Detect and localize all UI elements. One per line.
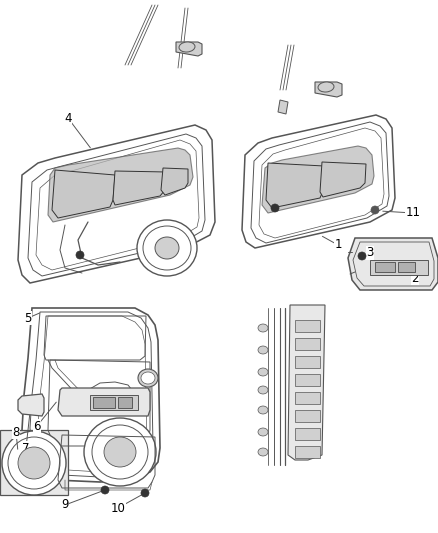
Polygon shape: [18, 125, 215, 283]
Ellipse shape: [258, 428, 268, 436]
Polygon shape: [18, 394, 44, 416]
Polygon shape: [295, 428, 320, 440]
Polygon shape: [0, 430, 68, 495]
Ellipse shape: [84, 418, 156, 486]
Ellipse shape: [318, 82, 334, 92]
Ellipse shape: [76, 251, 84, 259]
Ellipse shape: [358, 252, 366, 260]
Text: 2: 2: [411, 271, 419, 285]
Text: 7: 7: [22, 441, 30, 455]
Ellipse shape: [258, 368, 268, 376]
Text: 8: 8: [12, 425, 20, 439]
Text: 5: 5: [25, 311, 32, 325]
Ellipse shape: [155, 237, 179, 259]
Ellipse shape: [101, 486, 109, 494]
Polygon shape: [278, 100, 288, 114]
Text: 1: 1: [334, 238, 342, 252]
Ellipse shape: [258, 324, 268, 332]
Polygon shape: [370, 260, 428, 275]
Polygon shape: [295, 356, 320, 368]
Ellipse shape: [371, 206, 379, 214]
Polygon shape: [288, 305, 325, 460]
Ellipse shape: [258, 448, 268, 456]
Polygon shape: [48, 148, 193, 222]
Ellipse shape: [18, 447, 50, 479]
Polygon shape: [315, 82, 342, 97]
Polygon shape: [22, 308, 160, 482]
Ellipse shape: [137, 220, 197, 276]
Polygon shape: [113, 171, 167, 205]
Ellipse shape: [258, 406, 268, 414]
Polygon shape: [295, 392, 320, 404]
Text: 3: 3: [366, 246, 374, 260]
Text: 4: 4: [64, 111, 72, 125]
Ellipse shape: [138, 369, 158, 387]
Polygon shape: [295, 320, 320, 332]
Polygon shape: [262, 146, 374, 213]
Polygon shape: [348, 238, 438, 290]
Ellipse shape: [271, 204, 279, 212]
Polygon shape: [295, 410, 320, 422]
Text: 9: 9: [61, 498, 69, 512]
Text: 6: 6: [33, 419, 41, 432]
Polygon shape: [295, 374, 320, 386]
Polygon shape: [398, 262, 415, 272]
Ellipse shape: [258, 386, 268, 394]
Ellipse shape: [141, 489, 149, 497]
Polygon shape: [118, 397, 132, 408]
Text: 11: 11: [406, 206, 420, 220]
Polygon shape: [242, 115, 395, 248]
Text: 10: 10: [110, 502, 125, 514]
Polygon shape: [176, 42, 202, 56]
Polygon shape: [266, 163, 324, 208]
Ellipse shape: [179, 42, 195, 52]
Polygon shape: [161, 168, 188, 195]
Polygon shape: [93, 397, 115, 408]
Polygon shape: [295, 446, 320, 458]
Ellipse shape: [2, 431, 66, 495]
Polygon shape: [58, 388, 150, 416]
Polygon shape: [320, 162, 366, 197]
Ellipse shape: [141, 372, 155, 384]
Ellipse shape: [258, 346, 268, 354]
Polygon shape: [295, 338, 320, 350]
Polygon shape: [52, 170, 115, 218]
Polygon shape: [90, 395, 138, 410]
Ellipse shape: [104, 437, 136, 467]
Polygon shape: [375, 262, 395, 272]
